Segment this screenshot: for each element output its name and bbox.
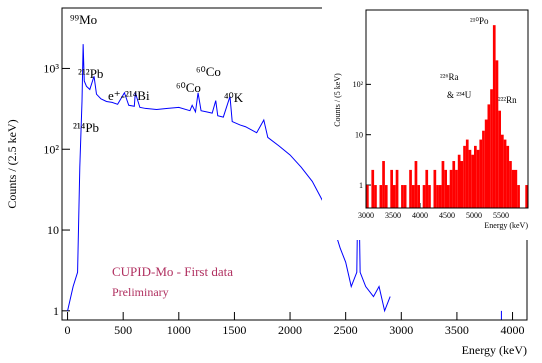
annotation: ⁹⁹Mo [70, 12, 97, 27]
histogram-bar [476, 149, 480, 208]
histogram-bar [403, 185, 407, 208]
histogram-bar [422, 185, 426, 208]
histogram-bar [447, 185, 450, 208]
x-axis-label: Energy (keV) [462, 343, 527, 357]
histogram-bar [465, 139, 469, 208]
x-tick-label: 0 [65, 323, 71, 337]
x-tick-label: 5500 [493, 211, 509, 220]
histogram-bar [390, 169, 393, 208]
y-tick-label: 10² [353, 80, 364, 89]
x-tick-label: 1000 [167, 323, 191, 337]
histogram-bar [471, 154, 474, 208]
x-tick-label: 4000 [412, 211, 428, 220]
histogram-bar [506, 145, 510, 208]
histogram-bar [501, 134, 504, 208]
spectrum-line [67, 44, 502, 320]
annotation: ⁶⁰Co [196, 64, 221, 79]
histogram-bar [452, 161, 456, 208]
histogram-bar [379, 185, 383, 208]
histogram-bar [438, 185, 442, 208]
histogram-bar [503, 139, 507, 208]
y-tick-label: 10 [355, 131, 363, 140]
histogram-bar [468, 149, 472, 208]
histogram-bar [436, 185, 439, 208]
chart-label: CUPID-Mo - First data [112, 264, 233, 279]
x-tick-label: 3500 [445, 323, 469, 337]
histogram-bar [428, 185, 431, 208]
histogram-bar [449, 169, 453, 208]
y-tick-label: 1 [359, 181, 363, 190]
histogram-bar [479, 139, 483, 208]
histogram-bar [474, 145, 477, 208]
annotation: ⁴⁰K [224, 90, 244, 105]
annotation: ²¹²Pb [78, 66, 103, 81]
annotation: ²¹⁴Pb [73, 120, 99, 135]
y-axis-label: Counts / (5 keV) [333, 73, 342, 127]
chart-sublabel: Preliminary [112, 285, 169, 299]
annotation: e⁺-²¹⁴Bi [108, 88, 150, 103]
histogram-bar [401, 185, 404, 208]
histogram-bar [425, 169, 429, 208]
histogram-bar [382, 161, 385, 208]
histogram-bar [484, 119, 488, 208]
annotation: ²²²Rn [498, 95, 517, 105]
y-tick-label: 10² [43, 142, 59, 156]
histogram-bar [492, 25, 496, 209]
histogram-bar [514, 169, 518, 208]
x-tick-label: 4000 [501, 323, 525, 337]
histogram-bar [441, 161, 445, 208]
annotation: ⁶⁰Co [176, 80, 201, 95]
y-tick-label: 10 [47, 223, 59, 237]
histogram-bar [411, 185, 415, 208]
histogram-bar [414, 161, 418, 208]
annotation: ²²⁶Ra [440, 72, 459, 82]
histogram-bar [490, 89, 493, 208]
histogram-bar [393, 185, 396, 208]
x-tick-label: 1500 [222, 323, 246, 337]
histogram-bar [444, 169, 447, 208]
histogram-bar [384, 185, 388, 208]
histogram-bar [463, 145, 466, 208]
histogram-bar [525, 185, 528, 208]
histogram-bar [487, 104, 491, 208]
plot-frame [365, 9, 529, 209]
histogram-bar [366, 185, 369, 208]
y-axis-label: Counts / (2.5 keV) [5, 119, 19, 208]
x-tick-label: 3000 [389, 323, 413, 337]
x-tick-label: 2000 [278, 323, 302, 337]
histogram-bar [498, 110, 501, 208]
histogram-bar [460, 161, 464, 208]
histogram-bar [511, 169, 515, 208]
y-tick-label: 10³ [43, 62, 59, 76]
histogram-bar [433, 169, 437, 208]
histogram-bar [482, 130, 485, 208]
y-tick-label: 1 [53, 304, 59, 318]
histogram-bar [371, 169, 375, 208]
histogram-bar [517, 185, 520, 208]
annotation: ²¹⁰Po [470, 16, 489, 26]
histogram-bar [455, 169, 458, 208]
histogram-bar [417, 185, 420, 208]
annotation: & ²³⁴U [447, 90, 472, 100]
x-tick-label: 4500 [439, 211, 455, 220]
x-tick-label: 500 [114, 323, 132, 337]
x-axis-label: Energy (keV) [484, 221, 528, 230]
histogram-bar [509, 161, 512, 208]
histogram-bar [457, 154, 461, 208]
histogram-bar [409, 169, 412, 208]
x-tick-label: 3500 [385, 211, 401, 220]
x-tick-label: 2500 [334, 323, 358, 337]
histogram-bar [374, 185, 377, 208]
histogram-bar [495, 60, 499, 209]
x-tick-label: 5000 [466, 211, 482, 220]
x-tick-label: 3000 [358, 211, 374, 220]
histogram-bar [395, 169, 399, 208]
